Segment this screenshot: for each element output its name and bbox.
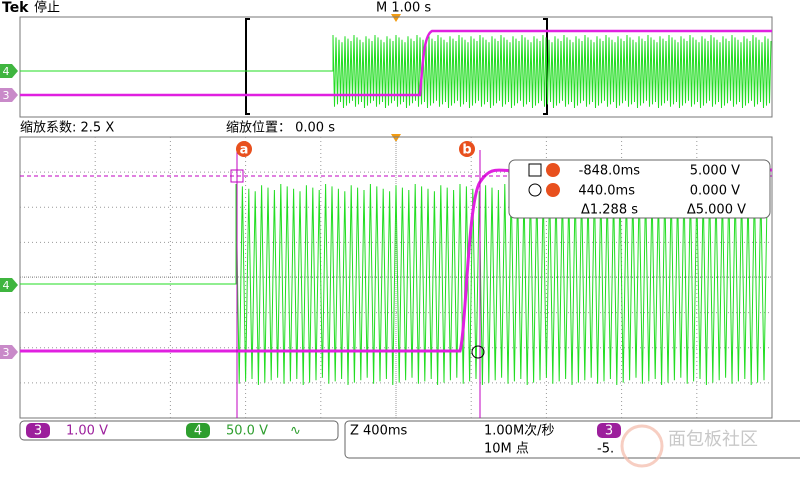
trigger-badge <box>597 423 621 438</box>
zoom-scale: Z 400ms <box>350 424 408 439</box>
ch4-marker <box>0 278 18 292</box>
ch3-badge <box>26 423 50 438</box>
cursor-b-badge <box>459 141 475 157</box>
ch3-label: 3 <box>3 346 10 359</box>
ch3-overview-trace <box>20 29 772 97</box>
trigger-marker <box>391 14 401 22</box>
icon-square <box>528 163 542 177</box>
trigger-channel: 3 <box>605 424 613 439</box>
readout: -848.0ms 5.000 V 440.0ms 0.000 V Δ1.288 … <box>508 159 771 219</box>
channel-markers: 4 3 4 3 <box>0 64 18 359</box>
trigger-level: -5. <box>597 442 614 457</box>
ch4-scale: 50.0 V <box>226 424 268 439</box>
zoom-position: 缩放位置： 0.00 s <box>226 120 335 136</box>
status: 停止 <box>34 0 60 16</box>
cursor-a-badge <box>236 141 252 157</box>
ch4-number: 4 <box>194 424 202 439</box>
ch4-label: 4 <box>3 279 10 292</box>
delta-time: Δ1.288 s <box>581 203 638 218</box>
sample-rate: 1.00M次/秒 <box>484 423 555 439</box>
ch3-marker <box>0 345 18 359</box>
waveforms <box>20 29 773 386</box>
b-value: 0.000 V <box>690 184 740 199</box>
overview-frame <box>19 16 773 118</box>
readout-box <box>508 159 771 219</box>
acq-box <box>344 420 800 459</box>
ch4-marker <box>0 64 18 78</box>
ch3-scale: 1.00 V <box>66 424 108 439</box>
delta-value: Δ5.000 V <box>687 203 746 218</box>
brand: Tek <box>2 0 29 16</box>
ch4-badge <box>186 423 210 438</box>
footer: 3 1.00 V 4 50.0 V ∿ Z 400ms 1.00M次/秒 10M… <box>19 420 800 468</box>
ch3-label: 3 <box>3 89 10 102</box>
timebase: M 1.00 s <box>376 1 431 16</box>
cursor-a-square <box>230 169 244 183</box>
ch3-marker <box>0 88 18 102</box>
watermark-logo <box>620 424 664 468</box>
ch3-number: 3 <box>34 424 42 439</box>
record-length: 10M 点 <box>484 442 529 457</box>
ch4-overview-trace <box>20 34 772 109</box>
cursor-b-circle <box>471 345 485 359</box>
ch4-coupling: ∿ <box>290 424 301 439</box>
watermark: 面包板社区 <box>668 429 758 450</box>
b-time: 440.0ms <box>578 184 635 199</box>
icon-b <box>546 183 560 197</box>
icon-circle <box>528 183 542 197</box>
a-value: 5.000 V <box>690 164 740 179</box>
ch4-label: 4 <box>3 65 10 78</box>
zoom-factor: 缩放系数: 2.5 X <box>20 120 114 136</box>
cursor-a-label: a <box>240 143 249 158</box>
channel-box <box>19 420 339 441</box>
cursor-b-label: b <box>462 143 471 158</box>
icon-a <box>546 163 560 177</box>
a-time: -848.0ms <box>579 164 641 179</box>
ch3-main-trace <box>20 168 773 353</box>
